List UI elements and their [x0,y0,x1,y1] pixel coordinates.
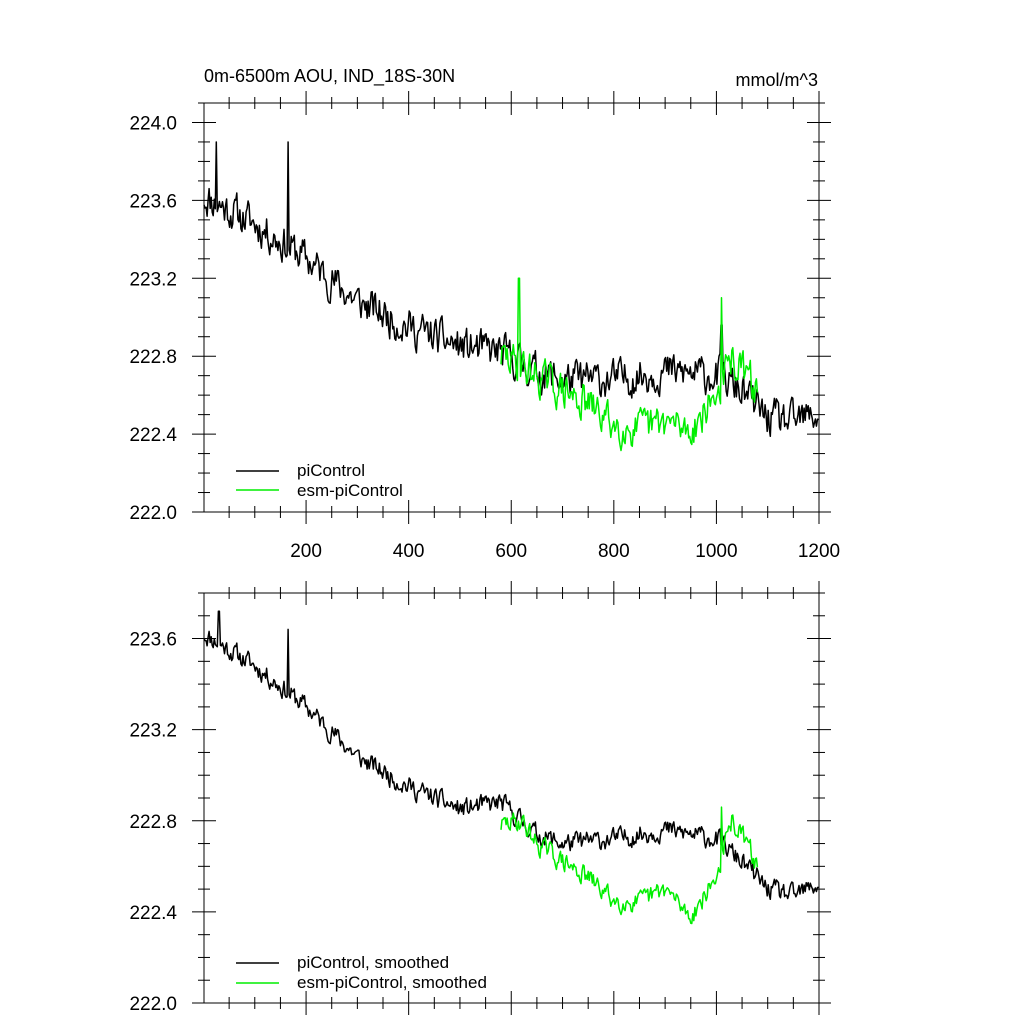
y-tick-label: 222.4 [129,425,177,446]
bottom-panel-y-tick-labels: 222.0 222.4 222.8 223.2 223.6 [129,630,177,1015]
bottom-panel: 222.0 222.4 222.8 223.2 223.6 piControl,… [129,581,831,1015]
top-panel-title: 0m-6500m AOU, IND_18S-30N [204,66,455,87]
x-tick-label: 400 [393,541,425,562]
x-tick-label: 600 [495,541,527,562]
top-panel-legend: piControl esm-piControl [236,461,403,500]
x-tick-label: 800 [598,541,630,562]
legend-label-picontrol: piControl [297,461,365,480]
y-tick-label: 222.0 [129,994,177,1015]
x-tick-label: 200 [290,541,322,562]
y-tick-label: 223.2 [129,721,177,742]
legend-label-esm-picontrol: esm-piControl [297,481,403,500]
legend-label-picontrol-smoothed: piControl, smoothed [297,953,449,972]
y-tick-label: 222.4 [129,903,177,924]
top-panel-frame [203,102,820,513]
series-line-esm-picontrol-smoothed [500,806,759,925]
y-tick-label: 222.8 [129,812,177,833]
top-panel-units: mmol/m^3 [736,70,818,90]
top-panel: 0m-6500m AOU, IND_18S-30N mmol/m^3 222.0… [129,66,840,562]
top-panel-y-tick-labels: 222.0 222.4 222.8 223.2 223.6 224.0 [129,113,177,524]
y-tick-label: 222.8 [129,347,177,368]
y-tick-label: 224.0 [129,113,177,134]
y-tick-label: 223.6 [129,191,177,212]
x-tick-label: 1200 [798,541,840,562]
x-tick-label: 1000 [695,541,737,562]
bottom-panel-legend: piControl, smoothed esm-piControl, smoot… [236,953,487,992]
y-tick-label: 222.0 [129,503,177,524]
y-tick-label: 223.6 [129,630,177,651]
top-panel-series [203,141,819,452]
top-panel-x-tick-labels: 200 400 600 800 1000 1200 [290,541,840,562]
series-line-picontrol-smoothed [203,610,819,901]
y-tick-label: 223.2 [129,269,177,290]
series-line-esm-picontrol [500,277,759,452]
legend-label-esm-picontrol-smoothed: esm-piControl, smoothed [297,973,487,992]
series-line-picontrol [203,141,819,438]
bottom-panel-series [203,610,819,925]
bottom-panel-frame [203,592,820,1004]
